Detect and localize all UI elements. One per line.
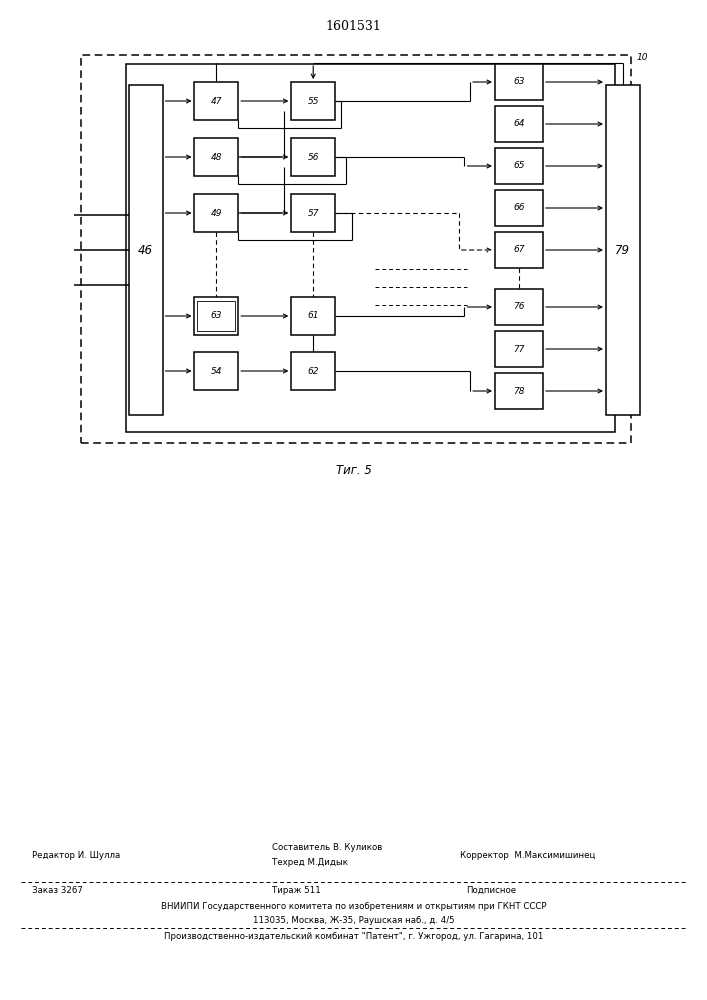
Bar — [194, 194, 238, 232]
Text: 77: 77 — [513, 344, 525, 354]
Text: 56: 56 — [308, 152, 319, 161]
Bar — [495, 232, 543, 268]
Bar — [495, 190, 543, 226]
Text: 63: 63 — [211, 312, 222, 320]
Text: 79: 79 — [615, 243, 631, 256]
Bar — [606, 85, 640, 415]
Text: 55: 55 — [308, 97, 319, 105]
Bar — [495, 289, 543, 325]
Text: Составитель В. Куликов: Составитель В. Куликов — [272, 843, 382, 852]
Text: 76: 76 — [513, 302, 525, 311]
Bar — [495, 331, 543, 367]
Text: Тираж 511: Тираж 511 — [272, 886, 321, 895]
Text: Редактор И. Шулла: Редактор И. Шулла — [32, 850, 120, 859]
Text: 54: 54 — [211, 366, 222, 375]
Text: Τиг. 5: Τиг. 5 — [336, 464, 371, 477]
Bar — [291, 82, 335, 120]
Text: 47: 47 — [211, 97, 222, 105]
Text: 10: 10 — [637, 53, 648, 62]
Bar — [495, 106, 543, 142]
Text: 63: 63 — [513, 78, 525, 87]
Text: 67: 67 — [513, 245, 525, 254]
Text: 57: 57 — [308, 209, 319, 218]
Text: Техред М.Дидык: Техред М.Дидык — [272, 858, 348, 867]
Text: 78: 78 — [513, 386, 525, 395]
Text: 65: 65 — [513, 161, 525, 170]
Bar — [81, 55, 631, 443]
Text: Корректор  М.Максимишинец: Корректор М.Максимишинец — [460, 850, 595, 859]
Bar — [495, 148, 543, 184]
Text: ВНИИПИ Государственного комитета по изобретениям и открытиям при ГКНТ СССР: ВНИИПИ Государственного комитета по изоб… — [160, 902, 547, 911]
Text: Производственно-издательский комбинат "Патент", г. Ужгород, ул. Гагарина, 101: Производственно-издательский комбинат "П… — [164, 932, 543, 941]
Bar — [197, 301, 235, 331]
Bar — [194, 352, 238, 390]
Text: 1601531: 1601531 — [325, 20, 382, 33]
Text: 61: 61 — [308, 312, 319, 320]
Text: 113035, Москва, Ж-35, Раушская наб., д. 4/5: 113035, Москва, Ж-35, Раушская наб., д. … — [252, 916, 455, 925]
Text: 46: 46 — [138, 243, 153, 256]
Text: 66: 66 — [513, 204, 525, 213]
Bar — [194, 82, 238, 120]
Bar — [495, 64, 543, 100]
Text: 62: 62 — [308, 366, 319, 375]
Bar — [194, 138, 238, 176]
Bar — [291, 352, 335, 390]
Text: Подписное: Подписное — [467, 886, 517, 895]
Text: 64: 64 — [513, 119, 525, 128]
Text: Заказ 3267: Заказ 3267 — [32, 886, 83, 895]
Text: 49: 49 — [211, 209, 222, 218]
Text: 48: 48 — [211, 152, 222, 161]
Bar — [495, 373, 543, 409]
Bar — [126, 64, 615, 432]
Bar — [194, 297, 238, 335]
Bar — [291, 194, 335, 232]
Bar — [291, 138, 335, 176]
Bar — [291, 297, 335, 335]
Bar — [129, 85, 163, 415]
